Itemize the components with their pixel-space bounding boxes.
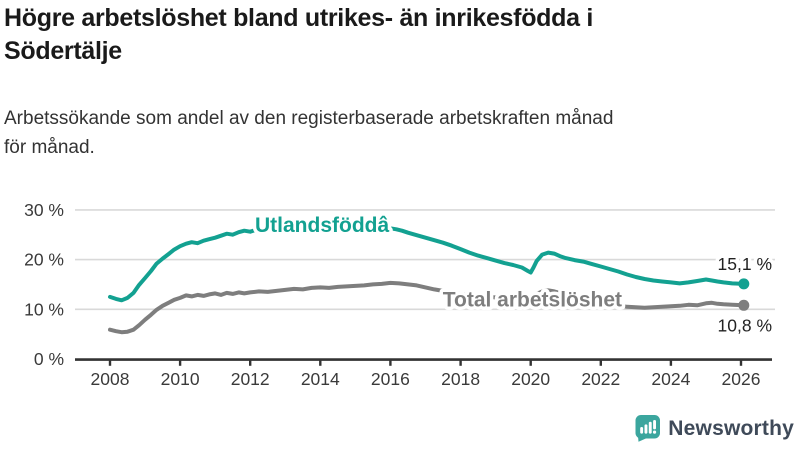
end-dot-utlandsfodda <box>738 278 750 290</box>
y-tick-label: 20 % <box>24 250 64 270</box>
end-value-label-total: 10,8 % <box>718 315 772 335</box>
x-tick-label: 2024 <box>651 369 690 389</box>
series-line-total <box>108 280 746 335</box>
y-tick-label: 0 % <box>34 349 64 369</box>
series-label-utlandsfodda: Utlandsföddâ <box>255 214 389 237</box>
x-tick-label: 2026 <box>722 369 761 389</box>
x-tick-label: 2008 <box>91 369 130 389</box>
x-tick-label: 2014 <box>301 369 340 389</box>
x-tick-label: 2012 <box>231 369 270 389</box>
x-tick-label: 2018 <box>441 369 480 389</box>
x-tick-label: 2010 <box>161 369 200 389</box>
end-dot-total <box>738 299 750 311</box>
chart-subtitle: Arbetssökande som andel av den registerb… <box>4 108 614 158</box>
y-tick-label: 30 % <box>24 200 64 220</box>
y-tick-label: 10 % <box>24 299 64 319</box>
x-tick-label: 2016 <box>371 369 410 389</box>
series-label-total: Total arbetslöshet <box>443 288 622 311</box>
newsworthy-logo[interactable]: Newsworthy <box>635 415 794 442</box>
x-tick-label: 2022 <box>581 369 620 389</box>
x-tick-label: 2020 <box>511 369 550 389</box>
series-line-utlandsfodda <box>108 224 746 303</box>
end-value-label-utlandsfodda: 15,1 % <box>718 254 772 274</box>
unemployment-line-chart: 0 % 10 % 20 % 30 % 2008 2010 2012 2014 2016 2018 2… <box>24 200 775 389</box>
chart-title: Högre arbetslöshet bland utrikes- än inr… <box>4 4 593 65</box>
newsworthy-bubble-chart-icon <box>635 415 661 442</box>
newsworthy-logo-text: Newsworthy <box>668 416 794 440</box>
